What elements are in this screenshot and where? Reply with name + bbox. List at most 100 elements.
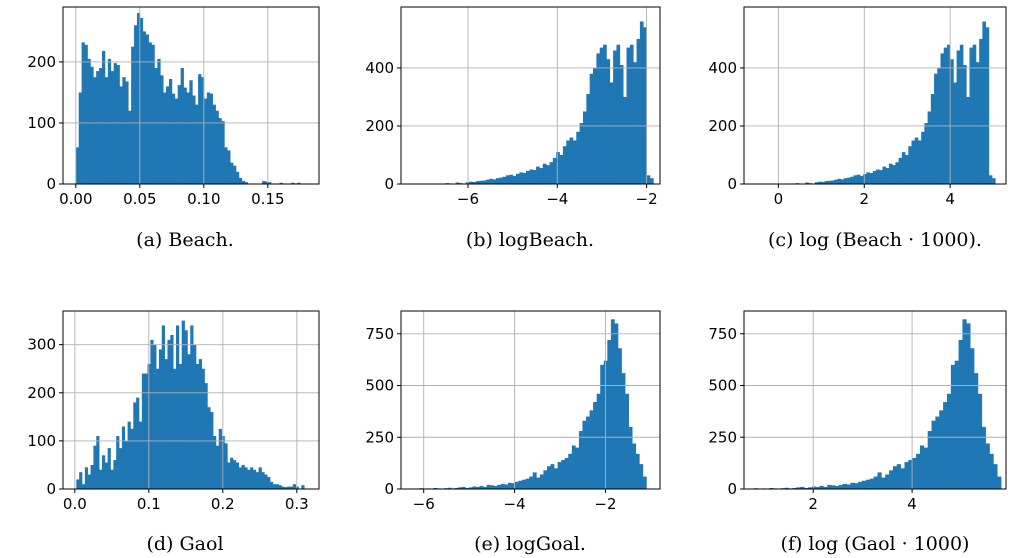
histogram-bar [167,339,171,489]
histogram-bar [593,402,598,489]
subfigure-caption: (c) log (Beach · 1000). [768,229,982,251]
histogram-bar [235,171,240,184]
histogram-bar [546,165,550,184]
histogram-bar [970,348,975,489]
histogram-bar [974,373,979,489]
histogram-bar [649,178,654,184]
histogram-bar [250,467,254,489]
y-tick-label: 200 [27,384,56,402]
histogram-bar [238,177,243,184]
x-tick-label: −2 [636,190,658,208]
histogram-bar [181,320,185,489]
histogram-bar [127,421,131,489]
histogram-bar [110,71,114,184]
histogram-bar [136,397,140,489]
histogram-bar [515,481,519,489]
histogram-bar [244,467,248,489]
histogram-bar [554,468,558,489]
histogram-bar [824,181,829,184]
histogram-bar [629,44,634,184]
histogram-bar [221,121,225,184]
histogram-bar [529,476,534,489]
histogram-bar [571,445,576,489]
histogram-bar [892,165,896,184]
histogram-bar [96,436,100,489]
histogram-bar [914,137,919,184]
histogram-bar [485,179,490,184]
histogram-bar [504,484,509,489]
histogram-bar [210,412,214,489]
histogram-bar [819,485,824,489]
histogram-bar [792,487,797,489]
histogram-bar [102,50,106,184]
histogram-bar [626,47,631,185]
histogram-bar [858,481,863,489]
histogram-bar [499,177,503,184]
histogram-bar [950,59,954,185]
histogram-bar [195,104,199,184]
histogram-bar [206,92,211,184]
histogram-bar [939,410,944,489]
subfigure-caption: (a) Beach. [136,229,234,251]
histogram-bar [99,68,103,184]
histogram-bar [800,486,805,489]
histogram-bar [646,175,651,184]
histogram-bar [889,470,894,489]
panel-e-loggoal: −6 −4 −2 0 250 500 750 (e) logGoal. [365,310,661,555]
histogram-bar [992,178,996,184]
histogram-bar [981,426,986,489]
histogram-bar [144,373,148,489]
x-tick-label: 0.0 [63,495,87,513]
histogram-bar [975,62,980,184]
histogram-bar [628,426,633,489]
histogram-bar [881,477,886,489]
histogram-bar [156,368,160,489]
panel-f-log-gaol-1000: 2 4 0 250 500 750 (f) log (Gaol · 1000) [708,310,1007,555]
x-tick-label: 2 [859,190,869,208]
axes-frame [400,310,661,490]
histogram-bar [154,68,158,184]
histogram-bar [187,354,191,489]
histogram-bar [619,65,624,184]
histogram-bar [227,150,231,184]
histogram-bar [230,162,234,184]
histogram-bar [917,140,922,184]
histogram-bar [854,483,859,489]
histogram-bar [192,95,196,184]
histogram-bar [896,464,901,489]
histogram-bar [807,487,813,489]
histogram-bar [272,484,277,489]
histogram-bar [877,472,882,489]
histogram-bar [119,448,123,489]
histogram-bar [589,73,594,184]
histogram-bar [99,469,103,489]
y-tick-label: 200 [365,117,394,135]
histogram-bar [582,420,587,489]
histogram-bar [905,154,909,184]
histogram-bar [247,469,251,489]
y-tick-label: 300 [27,336,56,354]
x-tick-label: −2 [594,495,616,513]
histogram-bar [116,436,120,489]
histogram-bar [561,460,566,489]
histogram-bar [134,25,138,185]
histogram-bar [122,77,126,184]
histogram-bar [493,485,498,489]
histogram-bar [125,81,129,184]
histogram-bar [232,460,237,489]
histogram-bar [264,474,268,489]
histogram-bar [215,445,220,489]
histogram-bar [455,182,460,184]
histogram-bar [927,111,932,184]
histogram-bar [177,85,181,184]
histogram-bar [79,472,83,489]
histogram-bar [141,373,146,489]
y-tick-label: 250 [365,428,394,446]
histogram-bar [522,479,527,489]
histogram-bar [110,469,114,489]
histogram-bar [842,483,847,489]
histogram-bar [218,118,222,184]
histogram-bar [635,453,640,489]
y-tick-label: 400 [365,59,394,77]
histogram-bar [869,172,874,184]
